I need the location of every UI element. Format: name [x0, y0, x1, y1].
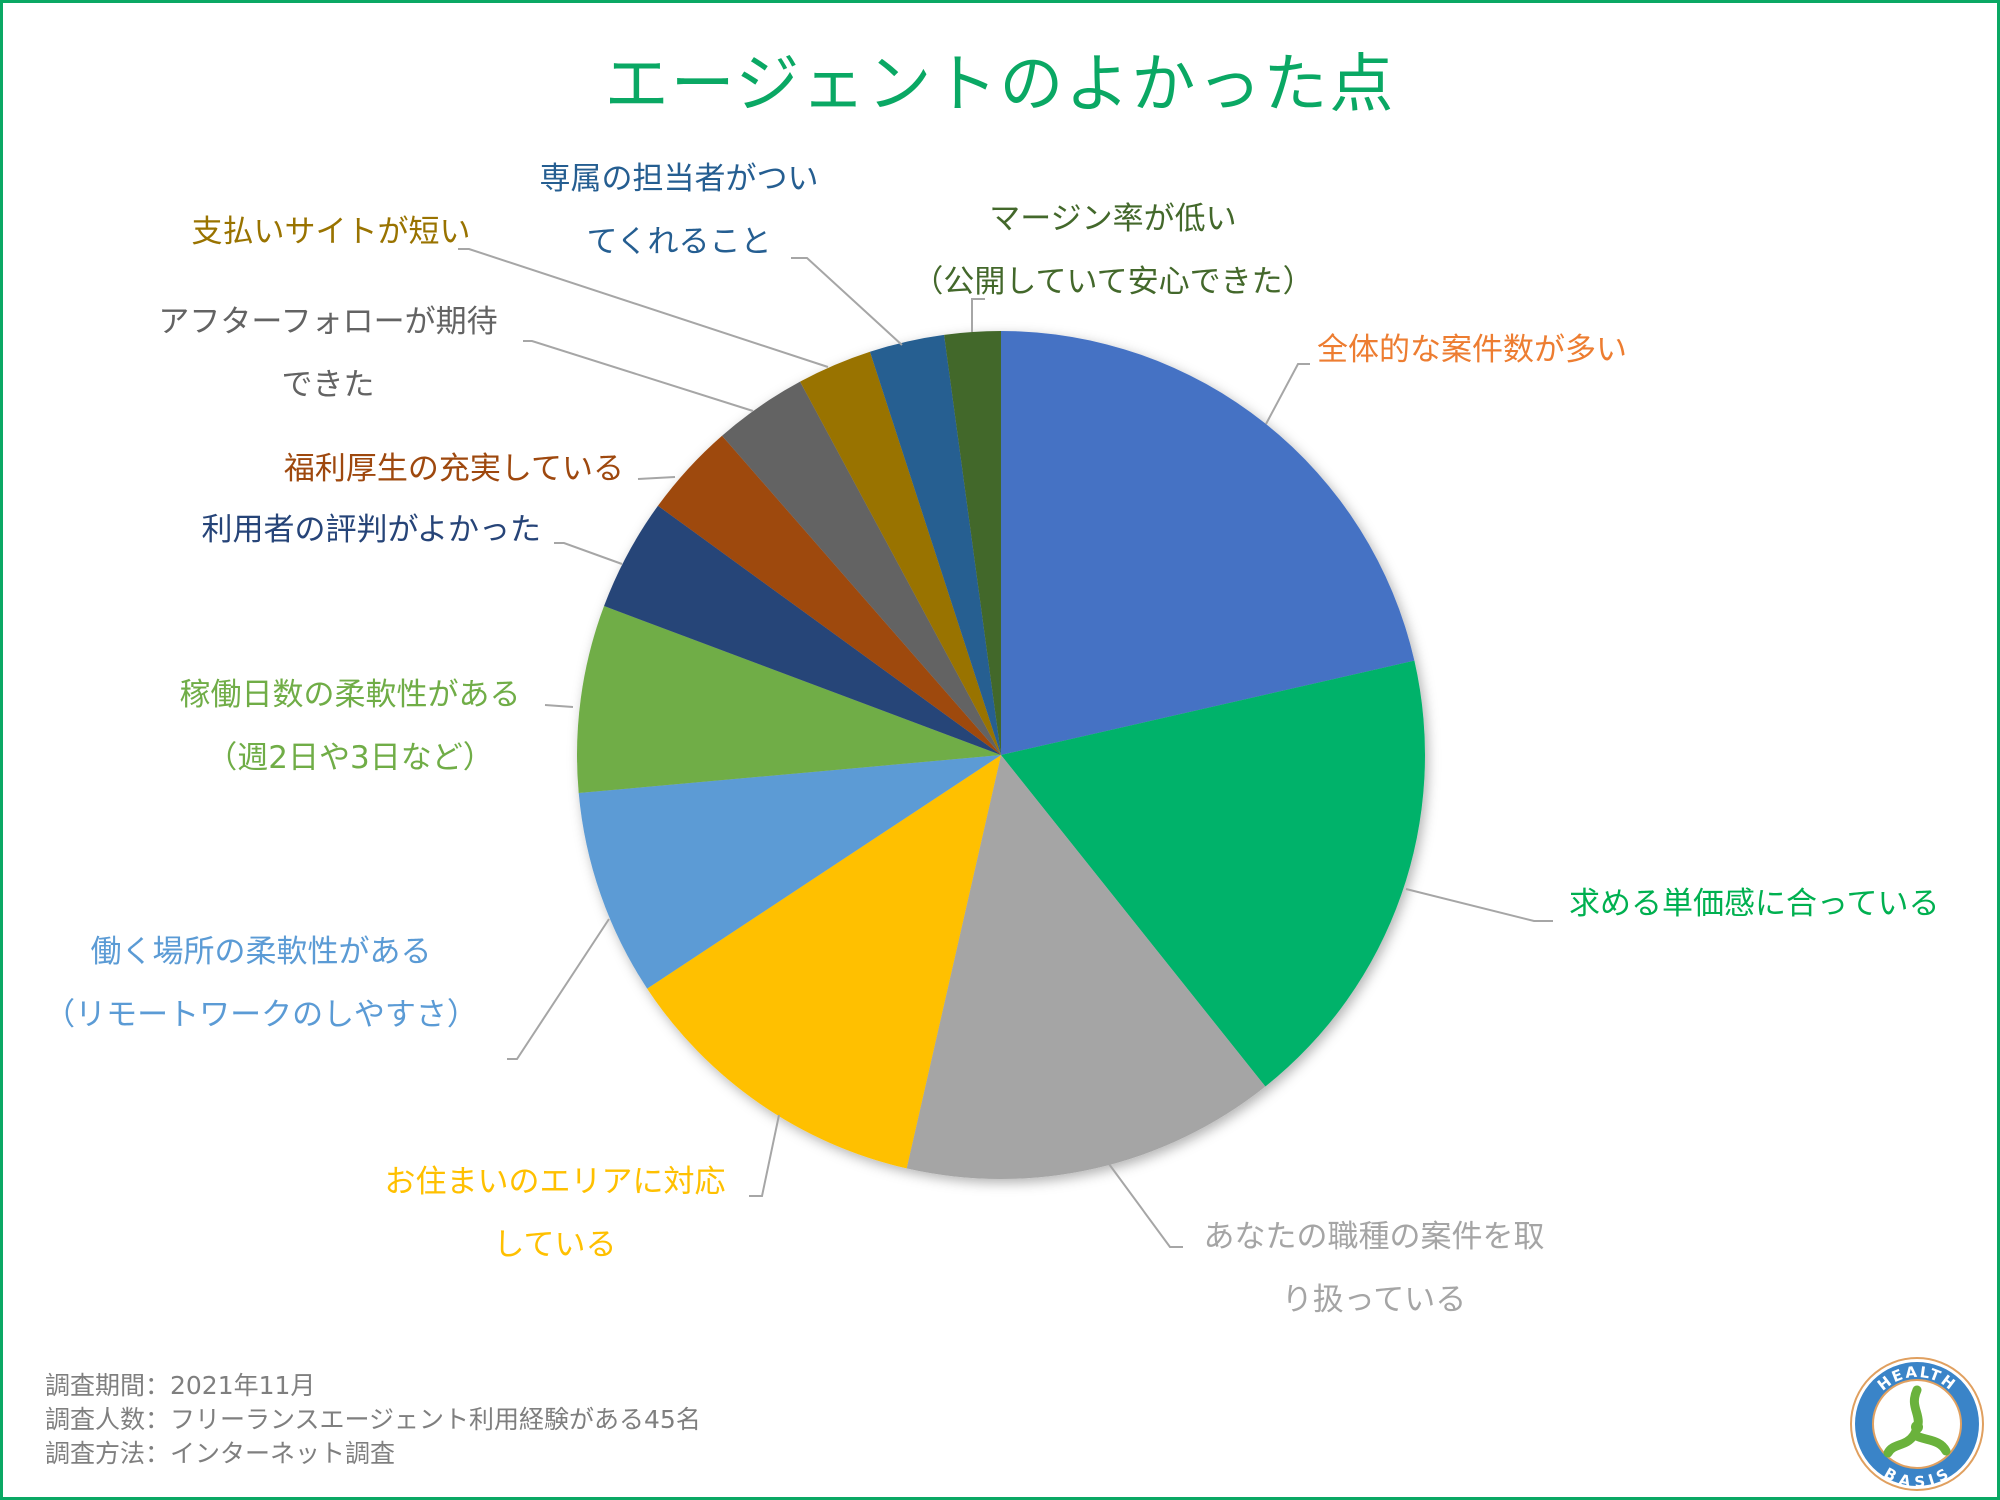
slice-label-line: できた [281, 367, 375, 403]
pie-slice [578, 755, 1001, 989]
slice-label-line: （公開していて安心できた） [912, 264, 1314, 300]
pie-slice [906, 755, 1266, 1179]
survey-respondents: 調査人数：フリーランスエージェント利用経験がある45名 [45, 1405, 701, 1434]
slice-label: 福利厚生の充実している [284, 438, 624, 501]
slice-label-line: 稼働日数の柔軟性がある [179, 677, 521, 713]
slice-label: 稼働日数の柔軟性がある （週2日や3日など） [180, 664, 521, 790]
slice-label-line: あなたの職種の案件を取 [1203, 1219, 1545, 1255]
pie-slice [800, 351, 1001, 755]
leader-line [507, 918, 610, 1060]
leader-line [791, 257, 903, 346]
pie-slice [604, 505, 1001, 755]
leader-line [458, 248, 829, 368]
slice-label: お住まいのエリアに対応 している [385, 1151, 726, 1277]
slice-label: 支払いサイトが短い [192, 201, 471, 264]
slice-label: あなたの職種の案件を取 り扱っている [1204, 1206, 1545, 1332]
leader-line [544, 704, 574, 708]
pie-slice [647, 755, 1001, 1169]
survey-period: 調査期間：2021年11月 [45, 1371, 316, 1400]
chart-title: エージェントのよかった点 [604, 48, 1396, 122]
pie-slice [1001, 331, 1415, 755]
slice-label-line: している [493, 1227, 617, 1263]
pie-slice [657, 435, 1001, 755]
leader-line [1108, 1163, 1183, 1248]
slice-label-line: 全体的な案件数が多い [1317, 332, 1627, 368]
slice-label-line: 支払いサイトが短い [191, 214, 471, 250]
slice-label-line: マージン率が低い [989, 201, 1237, 237]
pie-slice [869, 334, 1001, 755]
slice-label-line: アフターフォローが期待 [158, 304, 498, 340]
leader-line [1265, 363, 1310, 425]
leader-line [749, 1114, 780, 1197]
leader-line [971, 298, 985, 332]
pie-chart [458, 248, 1553, 1248]
leader-line [554, 542, 623, 565]
leader-line [637, 476, 676, 480]
slice-label: 求める単価感に合っている [1569, 873, 1939, 936]
leader-line [523, 340, 754, 412]
leader-line [1405, 888, 1553, 922]
slice-label: アフターフォローが期待 できた [158, 291, 497, 417]
pie-slice [577, 606, 1001, 794]
slice-label-line: てくれること [586, 224, 772, 260]
slice-label-line: 福利厚生の充実している [283, 451, 624, 487]
slice-label-line: （週2日や3日など） [206, 740, 494, 776]
slice-label: 働く場所の柔軟性がある （リモートワークのしやすさ） [44, 921, 478, 1047]
slice-label: 全体的な案件数が多い [1317, 319, 1627, 382]
slice-label-line: 働く場所の柔軟性がある [90, 934, 432, 970]
slice-label-line: （リモートワークのしやすさ） [44, 997, 478, 1033]
slice-label-line: り扱っている [1281, 1282, 1467, 1318]
slice-label: 専属の担当者がつい てくれること [540, 148, 819, 274]
health-basis-logo: HEALTH BASIS [1850, 1357, 1984, 1491]
slice-label-line: お住まいのエリアに対応 [384, 1164, 726, 1200]
slice-label-line: 求める単価感に合っている [1569, 886, 1940, 922]
pie-slice [1001, 660, 1425, 1087]
pie-slice [722, 381, 1001, 755]
pie-slice [944, 331, 1001, 755]
slice-label: マージン率が低い （公開していて安心できた） [912, 188, 1313, 314]
slice-label: 利用者の評判がよかった [202, 499, 541, 562]
slice-label-line: 専属の担当者がつい [539, 161, 819, 197]
survey-method: 調査方法：インターネット調査 [45, 1439, 396, 1468]
slice-label-line: 利用者の評判がよかった [201, 512, 541, 548]
survey-footer: 調査期間：2021年11月 調査人数：フリーランスエージェント利用経験がある45… [45, 1369, 701, 1471]
